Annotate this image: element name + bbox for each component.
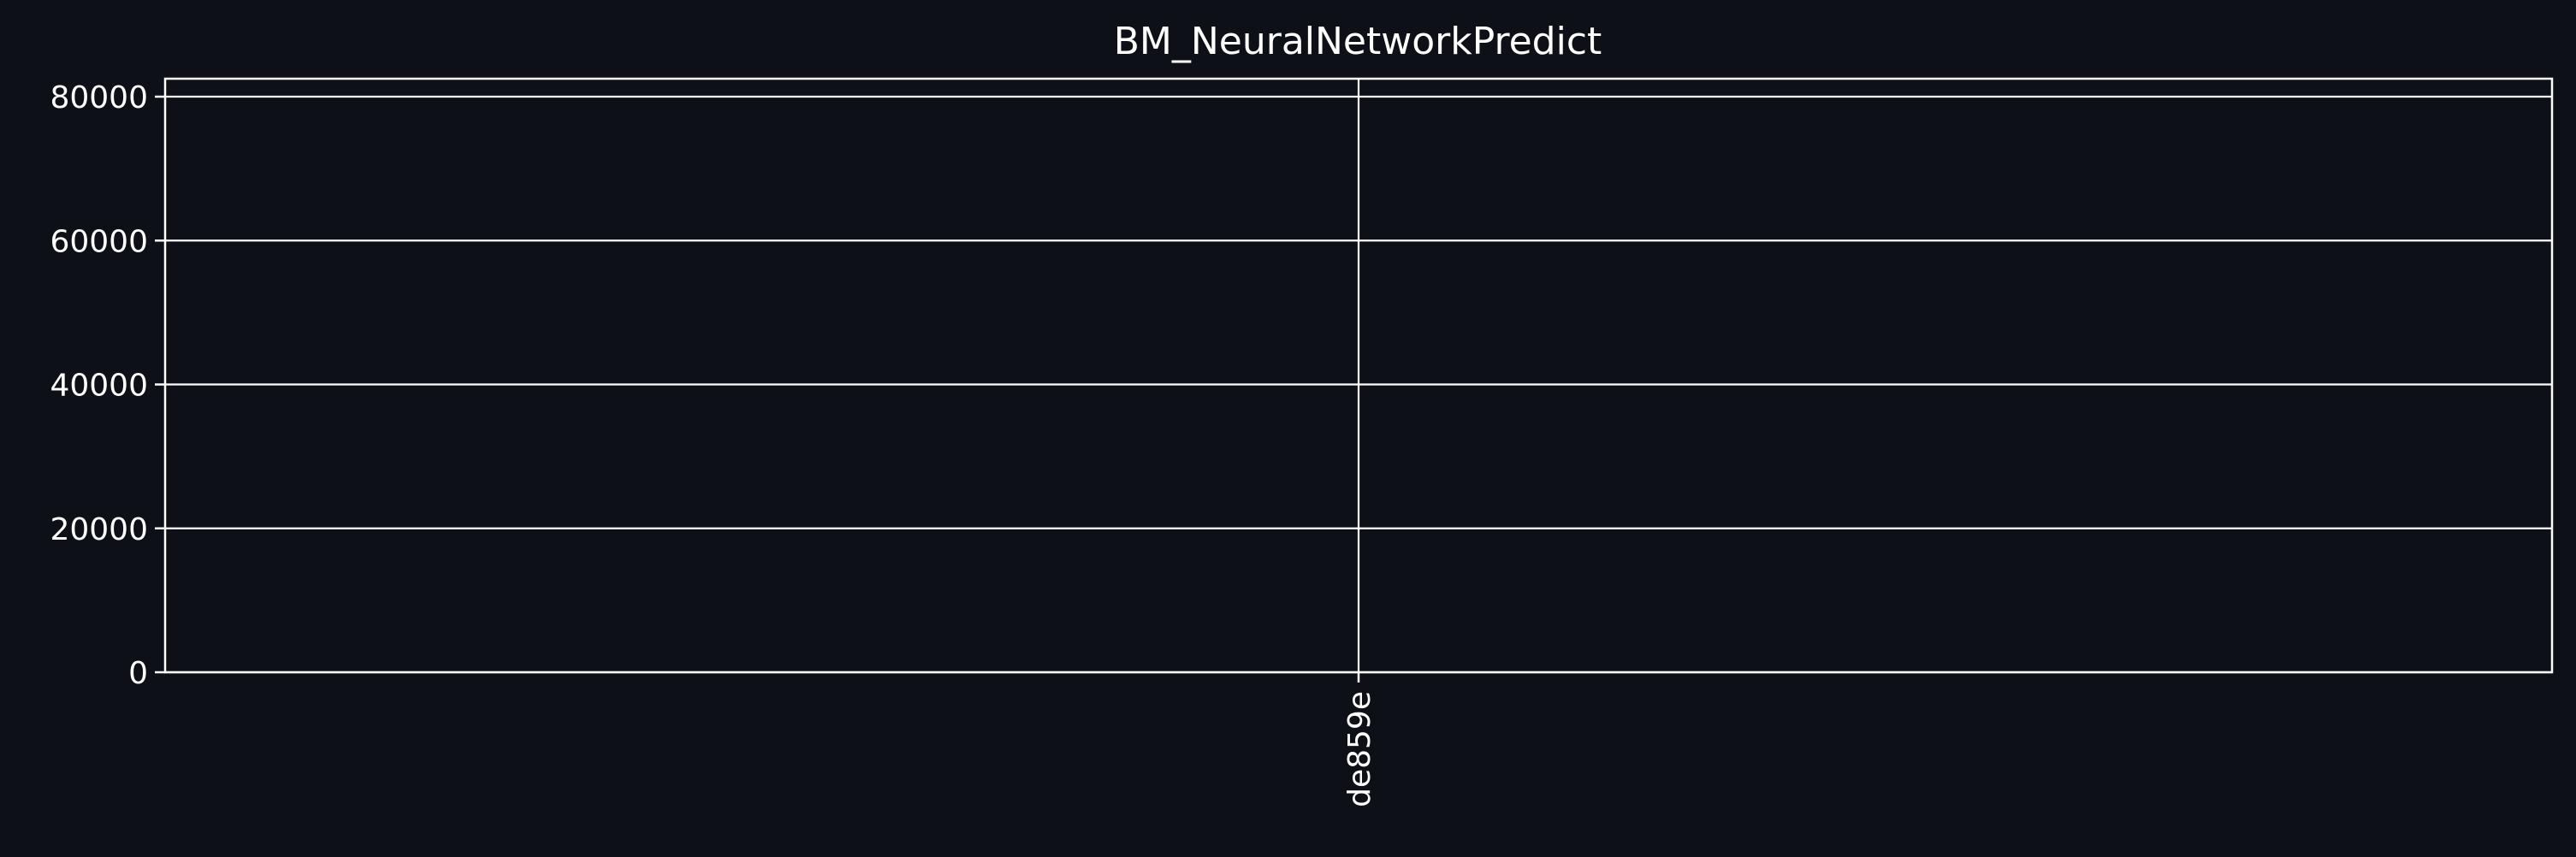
chart-title: BM_NeuralNetworkPredict: [1114, 20, 1602, 63]
y-tick-label: 20000: [50, 512, 148, 547]
y-tick-label: 80000: [50, 80, 148, 115]
y-tick-label: 40000: [50, 369, 148, 404]
axes-frame: [163, 77, 2554, 674]
y-tick-label: 0: [128, 656, 148, 691]
y-tick-label: 60000: [50, 224, 148, 259]
plot-area: 0 20000 40000 60000 80000 de859e: [50, 77, 2554, 807]
x-tick-label: de859e: [1342, 691, 1377, 807]
